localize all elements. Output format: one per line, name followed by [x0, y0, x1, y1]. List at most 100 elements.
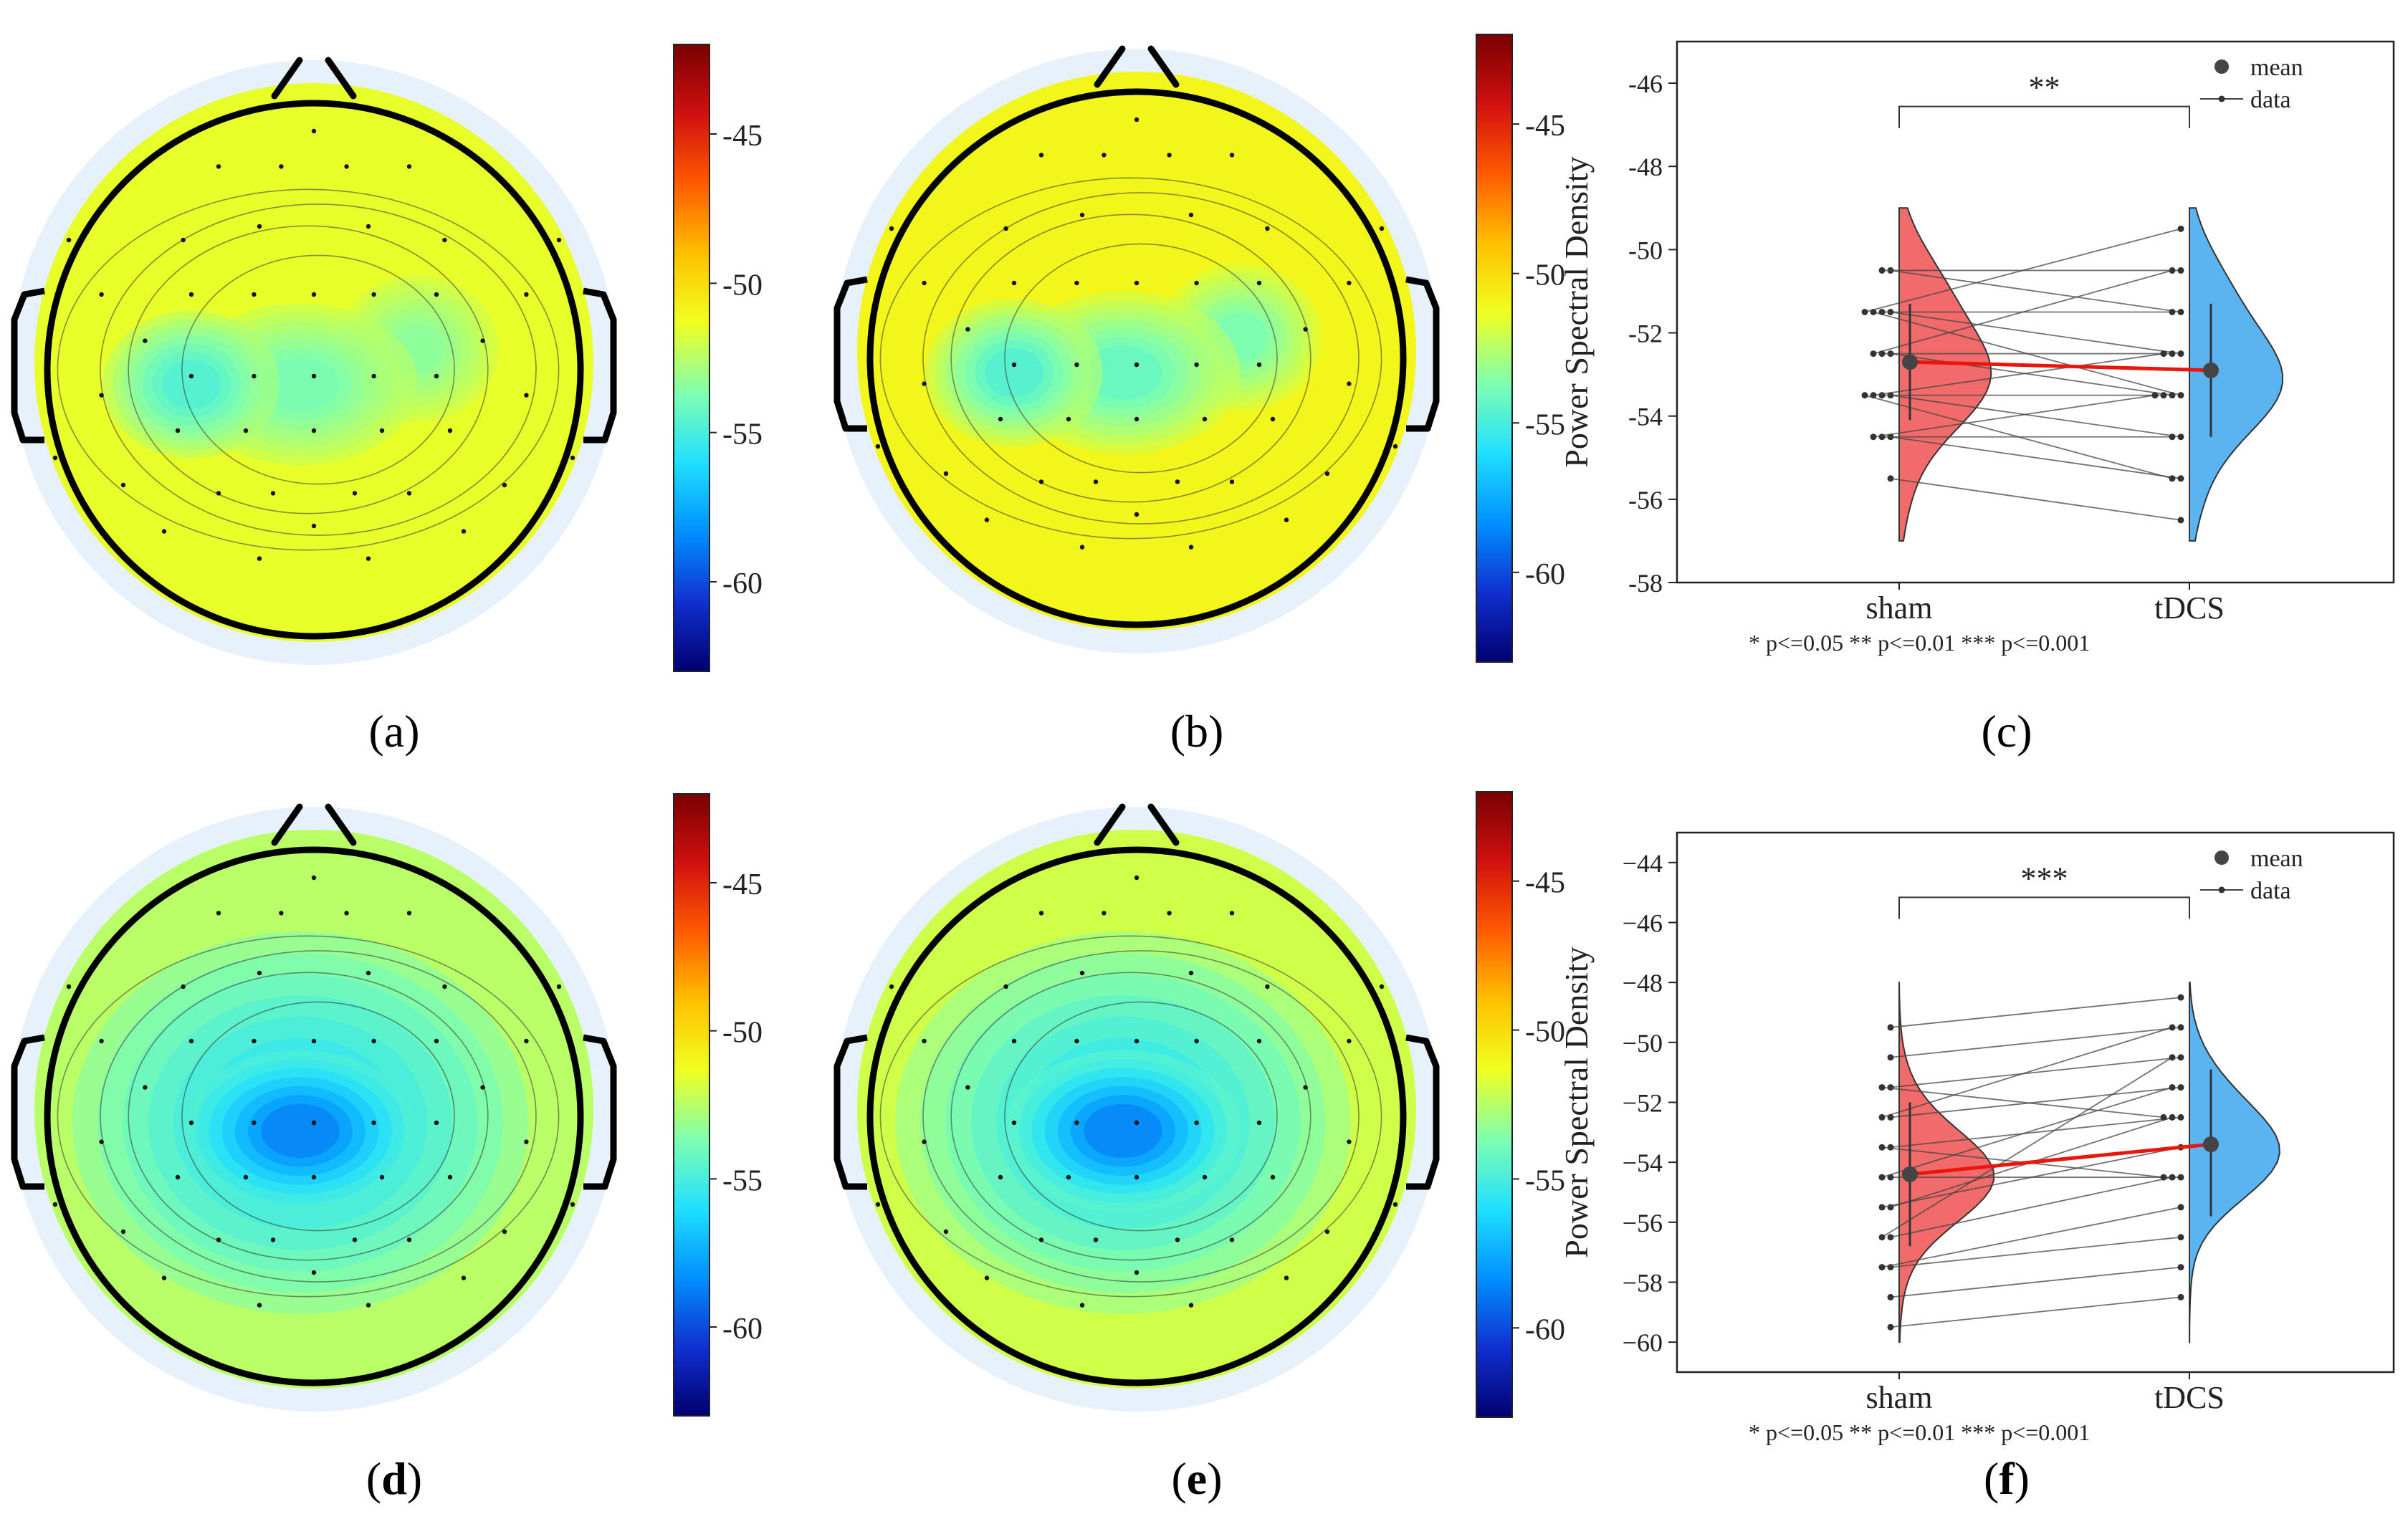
- topomap-contour: [1004, 1001, 1278, 1232]
- legend-mean-label: mean: [2250, 54, 2303, 81]
- significance-footnote: * p<=0.05 ** p<=0.01 *** p<=0.001: [1749, 1419, 2090, 1445]
- sham-data-point: [1878, 1144, 1886, 1151]
- sham-data-point: [1887, 1234, 1894, 1241]
- mean-connector-line: [1909, 1142, 2212, 1177]
- topomap-field: [34, 83, 593, 642]
- paired-line: [1873, 394, 2156, 438]
- sham-data-point: [1887, 475, 1894, 482]
- electrode-dot: [556, 984, 562, 989]
- tdcs-data-point: [2177, 1264, 2184, 1271]
- paired-line: [1881, 1086, 2164, 1118]
- tDCS-mean-point: [2203, 1136, 2219, 1153]
- electrode-dot: [379, 428, 385, 433]
- electrode-dot: [480, 338, 485, 343]
- electrode-dot: [1079, 545, 1085, 550]
- y-tick-label: -46: [1628, 70, 1663, 98]
- panel-label-d: (d): [366, 1453, 422, 1504]
- electrode-dot: [1167, 911, 1172, 916]
- electrode-dot: [120, 482, 126, 488]
- electrode-dot: [1265, 226, 1270, 231]
- electrode-dot: [434, 1120, 439, 1126]
- electrode-dot: [1347, 381, 1352, 386]
- sham-mean-point: [1902, 354, 1918, 370]
- electrode-dot: [442, 984, 447, 989]
- electrode-dot: [1303, 327, 1308, 332]
- electrode-dot: [480, 1085, 485, 1090]
- electrode-dot: [922, 1038, 927, 1044]
- electrode-dot: [352, 1237, 358, 1242]
- electrode-dot: [1392, 1202, 1398, 1207]
- electrode-dot: [216, 491, 221, 496]
- legend-data-label: data: [2250, 87, 2291, 113]
- electrode-dot: [1256, 280, 1262, 286]
- electrode-dot: [1134, 416, 1140, 422]
- electrode-dot: [1379, 226, 1385, 231]
- electrode-dot: [1134, 1270, 1140, 1275]
- electrode-dot: [1134, 280, 1140, 286]
- electrode-dot: [181, 984, 186, 989]
- panel-label-a: (a): [368, 706, 419, 757]
- colorbar-d: -45 -50 -55 -60: [673, 793, 763, 1417]
- right-ear-shape: [1405, 276, 1440, 432]
- electrode-dot: [1093, 1237, 1099, 1242]
- electrode-dot: [1079, 212, 1085, 218]
- electrode-dot: [1134, 1120, 1140, 1126]
- electrode-dot: [1188, 970, 1194, 976]
- tdcs-data-point: [2177, 475, 2184, 482]
- panel-label-c: (c): [1981, 706, 2032, 757]
- electrode-dot: [52, 1202, 58, 1207]
- sham-data-point: [1878, 1084, 1886, 1091]
- electrode-dot: [524, 393, 529, 398]
- electrode-dot: [875, 444, 881, 449]
- electrode-dot: [216, 164, 221, 169]
- legend-data-marker: [2218, 886, 2225, 893]
- paired-line: [1864, 394, 2173, 479]
- paired-line: [1873, 269, 2173, 355]
- electrode-dot: [1011, 1038, 1017, 1044]
- colorbar-tick-label: -45: [722, 120, 763, 153]
- electrode-dot: [889, 984, 894, 989]
- electrode-dot: [252, 1120, 257, 1126]
- electrode-dot: [1102, 911, 1107, 916]
- electrode-dot: [311, 1270, 317, 1275]
- electrode-dot: [442, 237, 447, 243]
- y-tick-label: −44: [1623, 849, 1663, 878]
- electrode-dot: [279, 164, 284, 169]
- tdcs-data-point: [2177, 994, 2184, 1001]
- y-axis-label: Power Spectral Density: [1558, 947, 1595, 1257]
- head-outline: [866, 88, 1407, 628]
- electrode-dot: [524, 1139, 529, 1144]
- significance-stars: ***: [2021, 861, 2068, 896]
- x-tick-label: sham: [1866, 1380, 1933, 1415]
- significance-bracket: [1898, 896, 2190, 919]
- sham-data-point: [1861, 392, 1868, 399]
- electrode-dot: [1188, 545, 1194, 550]
- electrode-dot: [1134, 512, 1140, 517]
- electrode-dot: [406, 164, 412, 169]
- electrode-dot: [406, 911, 412, 916]
- electrode-dot: [1066, 416, 1071, 422]
- topomap-d: [11, 803, 617, 1412]
- electrode-dot: [371, 292, 376, 297]
- electrode-dot: [99, 1038, 104, 1044]
- paired-line: [1890, 1266, 2182, 1298]
- electrode-dot: [188, 1120, 194, 1126]
- colorbar-tick-label: -55: [1525, 1164, 1565, 1197]
- topomap-contour: [128, 972, 489, 1261]
- electrode-dot: [1256, 1120, 1262, 1126]
- electrode-dot: [1167, 153, 1172, 158]
- paired-line: [1881, 1056, 2173, 1238]
- topomap-a: [11, 57, 617, 665]
- panel-label-b: (b): [1170, 706, 1224, 757]
- electrode-dot: [922, 280, 927, 286]
- electrode-dot: [570, 1202, 575, 1207]
- electrode-dot: [1134, 362, 1140, 368]
- legend-mean-marker: [2214, 59, 2229, 74]
- electrode-dot: [502, 482, 507, 488]
- colorbar-tick-label: -55: [1525, 408, 1565, 441]
- y-tick-label: −46: [1623, 909, 1663, 938]
- electrode-dot: [1074, 1120, 1079, 1126]
- electrode-dot: [1194, 362, 1199, 368]
- topomap-blob: [261, 1103, 340, 1159]
